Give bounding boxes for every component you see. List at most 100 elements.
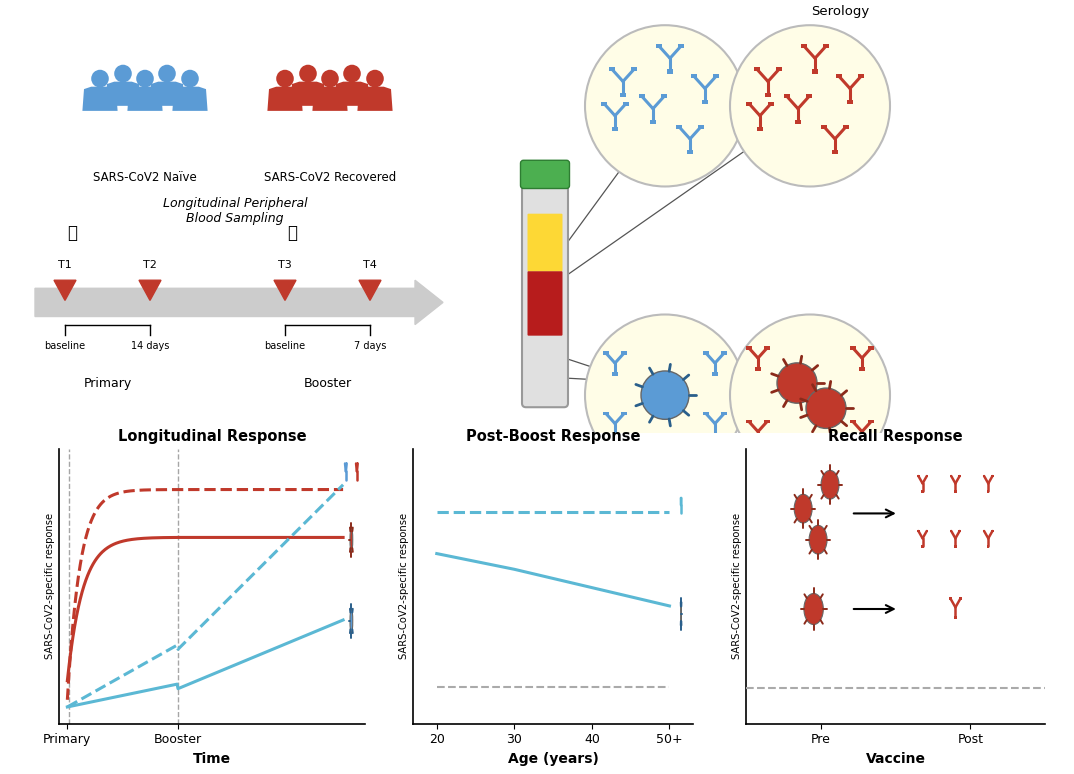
- FancyBboxPatch shape: [604, 351, 609, 354]
- FancyBboxPatch shape: [991, 475, 993, 478]
- FancyBboxPatch shape: [698, 125, 705, 128]
- FancyBboxPatch shape: [612, 372, 618, 376]
- FancyBboxPatch shape: [623, 101, 629, 105]
- FancyBboxPatch shape: [678, 44, 684, 48]
- FancyBboxPatch shape: [801, 44, 807, 48]
- FancyBboxPatch shape: [622, 351, 626, 354]
- FancyBboxPatch shape: [661, 94, 667, 98]
- Polygon shape: [105, 81, 141, 106]
- Polygon shape: [267, 87, 303, 111]
- FancyBboxPatch shape: [630, 67, 637, 71]
- FancyBboxPatch shape: [639, 94, 645, 98]
- FancyBboxPatch shape: [601, 101, 607, 105]
- Text: T1: T1: [58, 260, 72, 270]
- FancyBboxPatch shape: [983, 530, 985, 533]
- Polygon shape: [83, 87, 117, 111]
- Text: Cellular Memory: Cellular Memory: [785, 471, 895, 484]
- FancyBboxPatch shape: [703, 412, 709, 415]
- FancyBboxPatch shape: [527, 271, 563, 336]
- Text: 7 days: 7 days: [353, 341, 387, 351]
- Polygon shape: [139, 280, 161, 300]
- FancyBboxPatch shape: [765, 93, 771, 97]
- FancyBboxPatch shape: [754, 67, 760, 71]
- FancyBboxPatch shape: [775, 67, 782, 71]
- Text: T3: T3: [278, 260, 292, 270]
- Text: baseline: baseline: [44, 341, 86, 351]
- Circle shape: [585, 314, 745, 476]
- Text: 💉: 💉: [287, 224, 297, 242]
- Polygon shape: [173, 87, 207, 111]
- Circle shape: [821, 471, 839, 499]
- Title: Recall Response: Recall Response: [828, 429, 963, 444]
- FancyBboxPatch shape: [702, 100, 708, 104]
- Circle shape: [730, 314, 890, 476]
- Text: 14 days: 14 days: [131, 341, 170, 351]
- Circle shape: [300, 65, 317, 83]
- FancyBboxPatch shape: [948, 597, 952, 600]
- FancyBboxPatch shape: [746, 101, 752, 105]
- X-axis label: Age (years): Age (years): [508, 752, 598, 766]
- FancyBboxPatch shape: [703, 351, 709, 354]
- FancyBboxPatch shape: [722, 412, 726, 415]
- Circle shape: [182, 70, 199, 87]
- Polygon shape: [359, 280, 381, 300]
- FancyBboxPatch shape: [851, 347, 856, 350]
- FancyBboxPatch shape: [522, 177, 568, 407]
- Circle shape: [344, 65, 361, 83]
- Text: T4: T4: [363, 260, 377, 270]
- FancyBboxPatch shape: [823, 44, 829, 48]
- FancyBboxPatch shape: [722, 351, 726, 354]
- Polygon shape: [290, 81, 325, 106]
- FancyBboxPatch shape: [691, 74, 697, 78]
- FancyBboxPatch shape: [656, 44, 662, 48]
- Polygon shape: [313, 87, 348, 111]
- FancyBboxPatch shape: [991, 530, 993, 533]
- FancyBboxPatch shape: [768, 101, 774, 105]
- FancyBboxPatch shape: [676, 125, 682, 128]
- FancyBboxPatch shape: [955, 490, 957, 493]
- FancyBboxPatch shape: [687, 150, 693, 155]
- Circle shape: [91, 70, 108, 87]
- Circle shape: [136, 70, 154, 87]
- Circle shape: [730, 26, 890, 187]
- FancyBboxPatch shape: [926, 530, 928, 533]
- Circle shape: [641, 371, 690, 420]
- X-axis label: Time: Time: [193, 752, 231, 766]
- FancyBboxPatch shape: [983, 475, 985, 478]
- FancyBboxPatch shape: [950, 475, 953, 478]
- Polygon shape: [274, 280, 296, 300]
- FancyBboxPatch shape: [958, 475, 961, 478]
- FancyBboxPatch shape: [755, 440, 760, 444]
- Text: T2: T2: [143, 260, 157, 270]
- FancyBboxPatch shape: [955, 545, 957, 548]
- Circle shape: [158, 65, 176, 83]
- FancyBboxPatch shape: [869, 420, 873, 423]
- FancyBboxPatch shape: [622, 412, 626, 415]
- Y-axis label: SARS-CoV2-specific response: SARS-CoV2-specific response: [732, 513, 742, 659]
- Title: Post-Boost Response: Post-Boost Response: [466, 429, 640, 444]
- FancyBboxPatch shape: [832, 150, 838, 155]
- FancyBboxPatch shape: [812, 70, 818, 74]
- FancyBboxPatch shape: [527, 214, 563, 271]
- Circle shape: [804, 594, 824, 625]
- FancyBboxPatch shape: [821, 125, 827, 128]
- Circle shape: [806, 388, 846, 428]
- FancyBboxPatch shape: [859, 367, 865, 371]
- FancyBboxPatch shape: [784, 94, 790, 98]
- FancyBboxPatch shape: [604, 412, 609, 415]
- FancyBboxPatch shape: [712, 433, 717, 437]
- FancyBboxPatch shape: [917, 530, 919, 533]
- Text: Longitudinal Peripheral
Blood Sampling: Longitudinal Peripheral Blood Sampling: [162, 197, 307, 224]
- FancyArrow shape: [35, 280, 442, 324]
- Text: baseline: baseline: [264, 341, 306, 351]
- FancyBboxPatch shape: [521, 160, 569, 189]
- FancyBboxPatch shape: [712, 372, 717, 376]
- FancyBboxPatch shape: [757, 127, 764, 132]
- Text: Primary: Primary: [84, 377, 132, 390]
- FancyBboxPatch shape: [847, 100, 853, 104]
- FancyBboxPatch shape: [620, 93, 626, 97]
- Circle shape: [350, 609, 352, 633]
- Polygon shape: [54, 280, 76, 300]
- Text: SARS-CoV2 Naïve: SARS-CoV2 Naïve: [93, 171, 197, 184]
- FancyBboxPatch shape: [921, 545, 924, 548]
